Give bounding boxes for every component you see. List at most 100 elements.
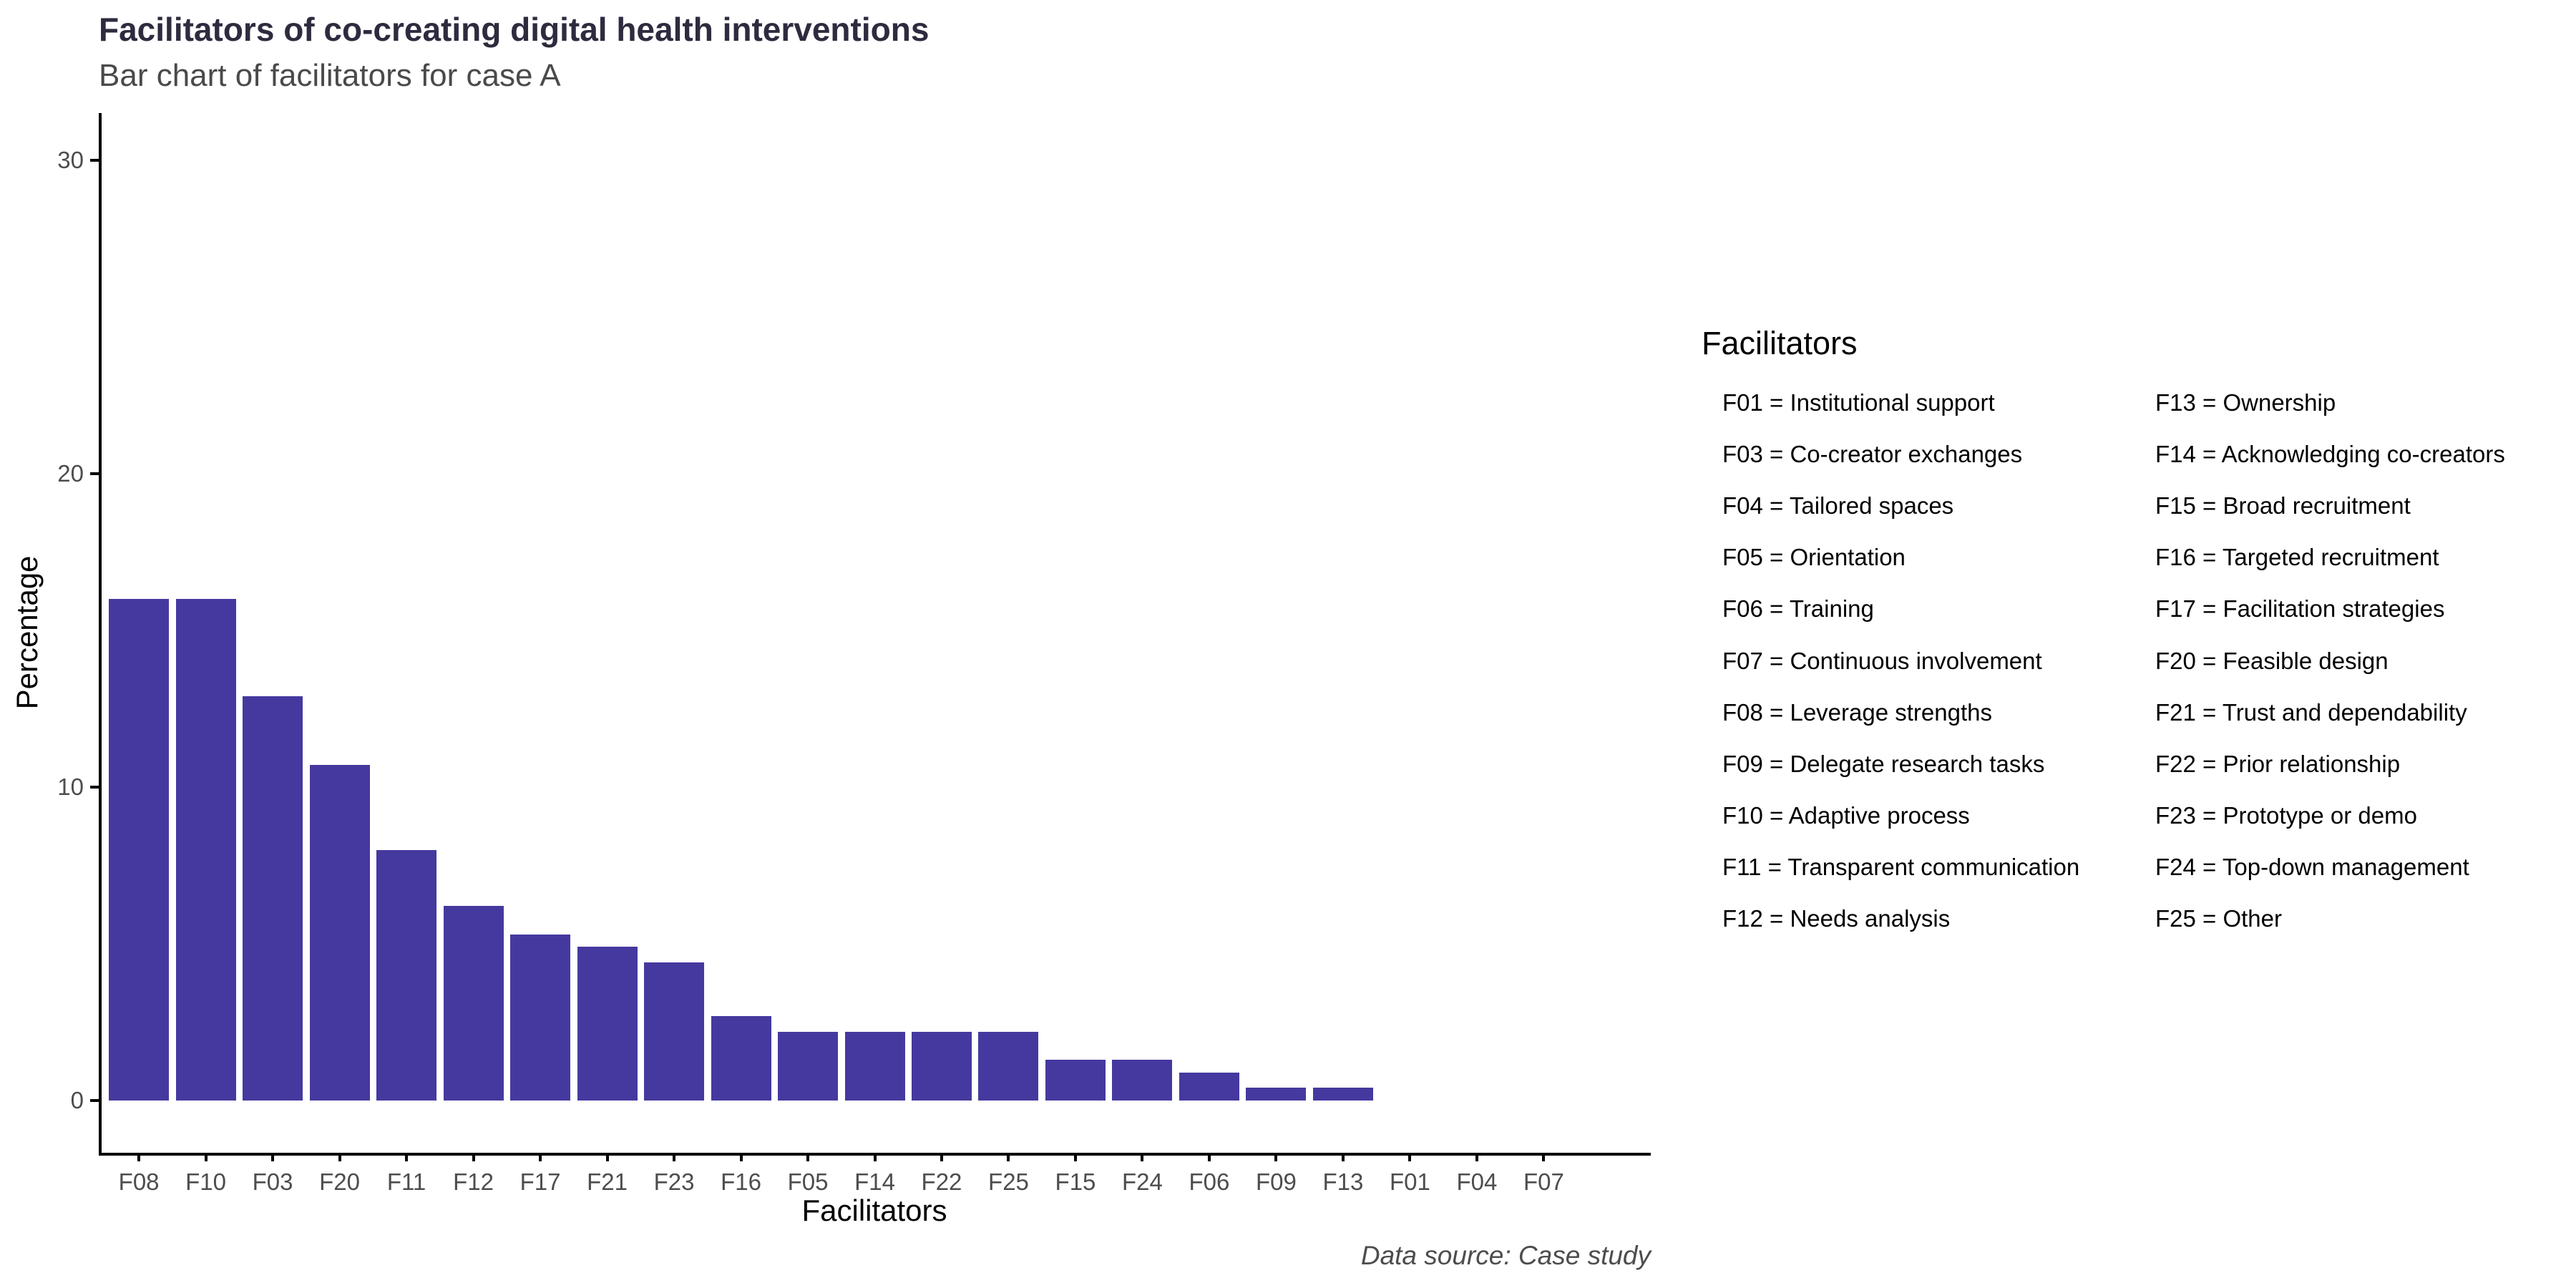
- x-tick-label-F12: F12: [453, 1169, 494, 1195]
- x-tick-mark-F13: [1341, 1153, 1345, 1161]
- x-tick-label-F15: F15: [1055, 1169, 1096, 1195]
- y-axis-title: Percentage: [10, 555, 44, 710]
- x-tick-label-F24: F24: [1122, 1169, 1163, 1195]
- legend-item-F22: F22 = Prior relationship: [2155, 750, 2401, 777]
- legend-item-F16: F16 = Targeted recruitment: [2155, 544, 2439, 571]
- bar-F25: [978, 1031, 1039, 1101]
- x-tick-mark-F15: [1073, 1153, 1077, 1161]
- x-tick-label-F09: F09: [1256, 1169, 1297, 1195]
- bar-F16: [711, 1015, 771, 1101]
- legend-item-F04: F04 = Tailored spaces: [1722, 492, 1954, 519]
- bar-F17: [510, 934, 571, 1101]
- bar-F06: [1179, 1072, 1239, 1101]
- x-tick-mark-F06: [1207, 1153, 1211, 1161]
- legend-item-F14: F14 = Acknowledging co-creators: [2155, 441, 2505, 468]
- x-tick-label-F20: F20: [319, 1169, 360, 1195]
- legend-column-2: F13 = Ownership F14 = Acknowledging co-cr…: [2155, 377, 2505, 945]
- legend-item-F23: F23 = Prototype or demo: [2155, 801, 2417, 829]
- y-tick-mark-30: [90, 159, 99, 162]
- bar-F23: [644, 962, 705, 1101]
- x-tick-mark-F21: [605, 1153, 609, 1161]
- legend-item-F08: F08 = Leverage strengths: [1722, 698, 1992, 726]
- caption: Data source: Case study: [1360, 1241, 1651, 1270]
- legend-title: Facilitators: [1702, 325, 1858, 361]
- x-tick-mark-F17: [539, 1153, 542, 1161]
- bar-F12: [443, 906, 504, 1101]
- x-tick-mark-F24: [1141, 1153, 1144, 1161]
- x-axis-title: Facilitators: [801, 1194, 947, 1227]
- bar-F15: [1045, 1060, 1106, 1101]
- y-tick-label-20: 20: [57, 460, 84, 487]
- legend-item-F15: F15 = Broad recruitment: [2155, 492, 2411, 519]
- x-tick-label-F16: F16: [721, 1169, 761, 1195]
- x-tick-mark-F09: [1274, 1153, 1278, 1161]
- legend-item-F01: F01 = Institutional support: [1722, 389, 1995, 416]
- legend-item-F12: F12 = Needs analysis: [1722, 904, 1951, 932]
- x-tick-mark-F22: [940, 1153, 943, 1161]
- x-tick-mark-F03: [271, 1153, 275, 1161]
- legend-item-F09: F09 = Delegate research tasks: [1722, 750, 2045, 777]
- x-tick-mark-F12: [472, 1153, 475, 1161]
- x-tick-label-F13: F13: [1322, 1169, 1364, 1195]
- bar-F13: [1312, 1088, 1373, 1101]
- chart-title: Facilitators of co-creating digital heal…: [99, 11, 930, 48]
- y-tick-mark-10: [90, 786, 99, 789]
- x-tick-mark-F05: [806, 1153, 809, 1161]
- bar-F11: [376, 849, 437, 1101]
- legend-item-F06: F06 = Training: [1722, 595, 1874, 623]
- x-tick-mark-F20: [338, 1153, 341, 1161]
- x-tick-label-F06: F06: [1189, 1169, 1230, 1195]
- x-tick-label-F01: F01: [1389, 1169, 1430, 1195]
- bar-F05: [778, 1031, 838, 1101]
- bar-F21: [577, 947, 638, 1101]
- legend-item-F17: F17 = Facilitation strategies: [2155, 595, 2445, 623]
- legend-item-F13: F13 = Ownership: [2155, 389, 2336, 416]
- y-tick-label-0: 0: [70, 1087, 84, 1113]
- bar-F14: [844, 1031, 905, 1101]
- bar-F08: [109, 599, 170, 1101]
- legend-item-F21: F21 = Trust and dependability: [2155, 698, 2467, 726]
- y-tick-mark-0: [90, 1099, 99, 1102]
- legend-item-F25: F25 = Other: [2155, 904, 2283, 932]
- x-tick-label-F08: F08: [118, 1169, 160, 1195]
- chart-subtitle: Bar chart of facilitators for case A: [99, 58, 561, 93]
- x-tick-mark-F10: [204, 1153, 208, 1161]
- legend-item-F10: F10 = Adaptive process: [1722, 801, 1970, 829]
- bar-F24: [1112, 1060, 1173, 1101]
- x-tick-label-F07: F07: [1523, 1169, 1564, 1195]
- x-tick-mark-F23: [673, 1153, 676, 1161]
- x-tick-label-F05: F05: [787, 1169, 829, 1195]
- x-tick-mark-F04: [1475, 1153, 1478, 1161]
- x-tick-label-F21: F21: [587, 1169, 628, 1195]
- y-tick-label-30: 30: [57, 147, 84, 173]
- legend-column-1: F01 = Institutional support F03 = Co-crea…: [1722, 377, 2079, 945]
- x-tick-mark-F11: [405, 1153, 409, 1161]
- bar-F09: [1246, 1088, 1307, 1101]
- legend-item-F20: F20 = Feasible design: [2155, 647, 2389, 674]
- x-tick-mark-F08: [137, 1153, 141, 1161]
- x-tick-label-F14: F14: [854, 1169, 895, 1195]
- legend-item-F05: F05 = Orientation: [1722, 544, 1906, 571]
- x-tick-label-F23: F23: [653, 1169, 695, 1195]
- x-tick-label-F04: F04: [1456, 1169, 1498, 1195]
- x-tick-mark-F01: [1408, 1153, 1412, 1161]
- x-tick-label-F22: F22: [921, 1169, 962, 1195]
- x-tick-label-F11: F11: [386, 1169, 426, 1195]
- legend-item-F11: F11 = Transparent communication: [1722, 853, 2080, 880]
- x-tick-mark-F16: [739, 1153, 743, 1161]
- bar-F20: [309, 765, 370, 1101]
- legend-item-F03: F03 = Co-creator exchanges: [1722, 441, 2023, 468]
- x-tick-label-F03: F03: [252, 1169, 293, 1195]
- y-tick-mark-20: [90, 472, 99, 475]
- bar-F03: [243, 696, 303, 1101]
- x-tick-label-F10: F10: [185, 1169, 227, 1195]
- x-tick-mark-F25: [1007, 1153, 1010, 1161]
- legend-item-F24: F24 = Top-down management: [2155, 853, 2469, 880]
- bar-F10: [175, 599, 236, 1101]
- bar-F22: [911, 1031, 972, 1101]
- x-tick-label-F17: F17: [519, 1169, 561, 1195]
- x-tick-label-F25: F25: [988, 1169, 1029, 1195]
- x-tick-mark-F14: [873, 1153, 877, 1161]
- x-tick-mark-F07: [1542, 1153, 1546, 1161]
